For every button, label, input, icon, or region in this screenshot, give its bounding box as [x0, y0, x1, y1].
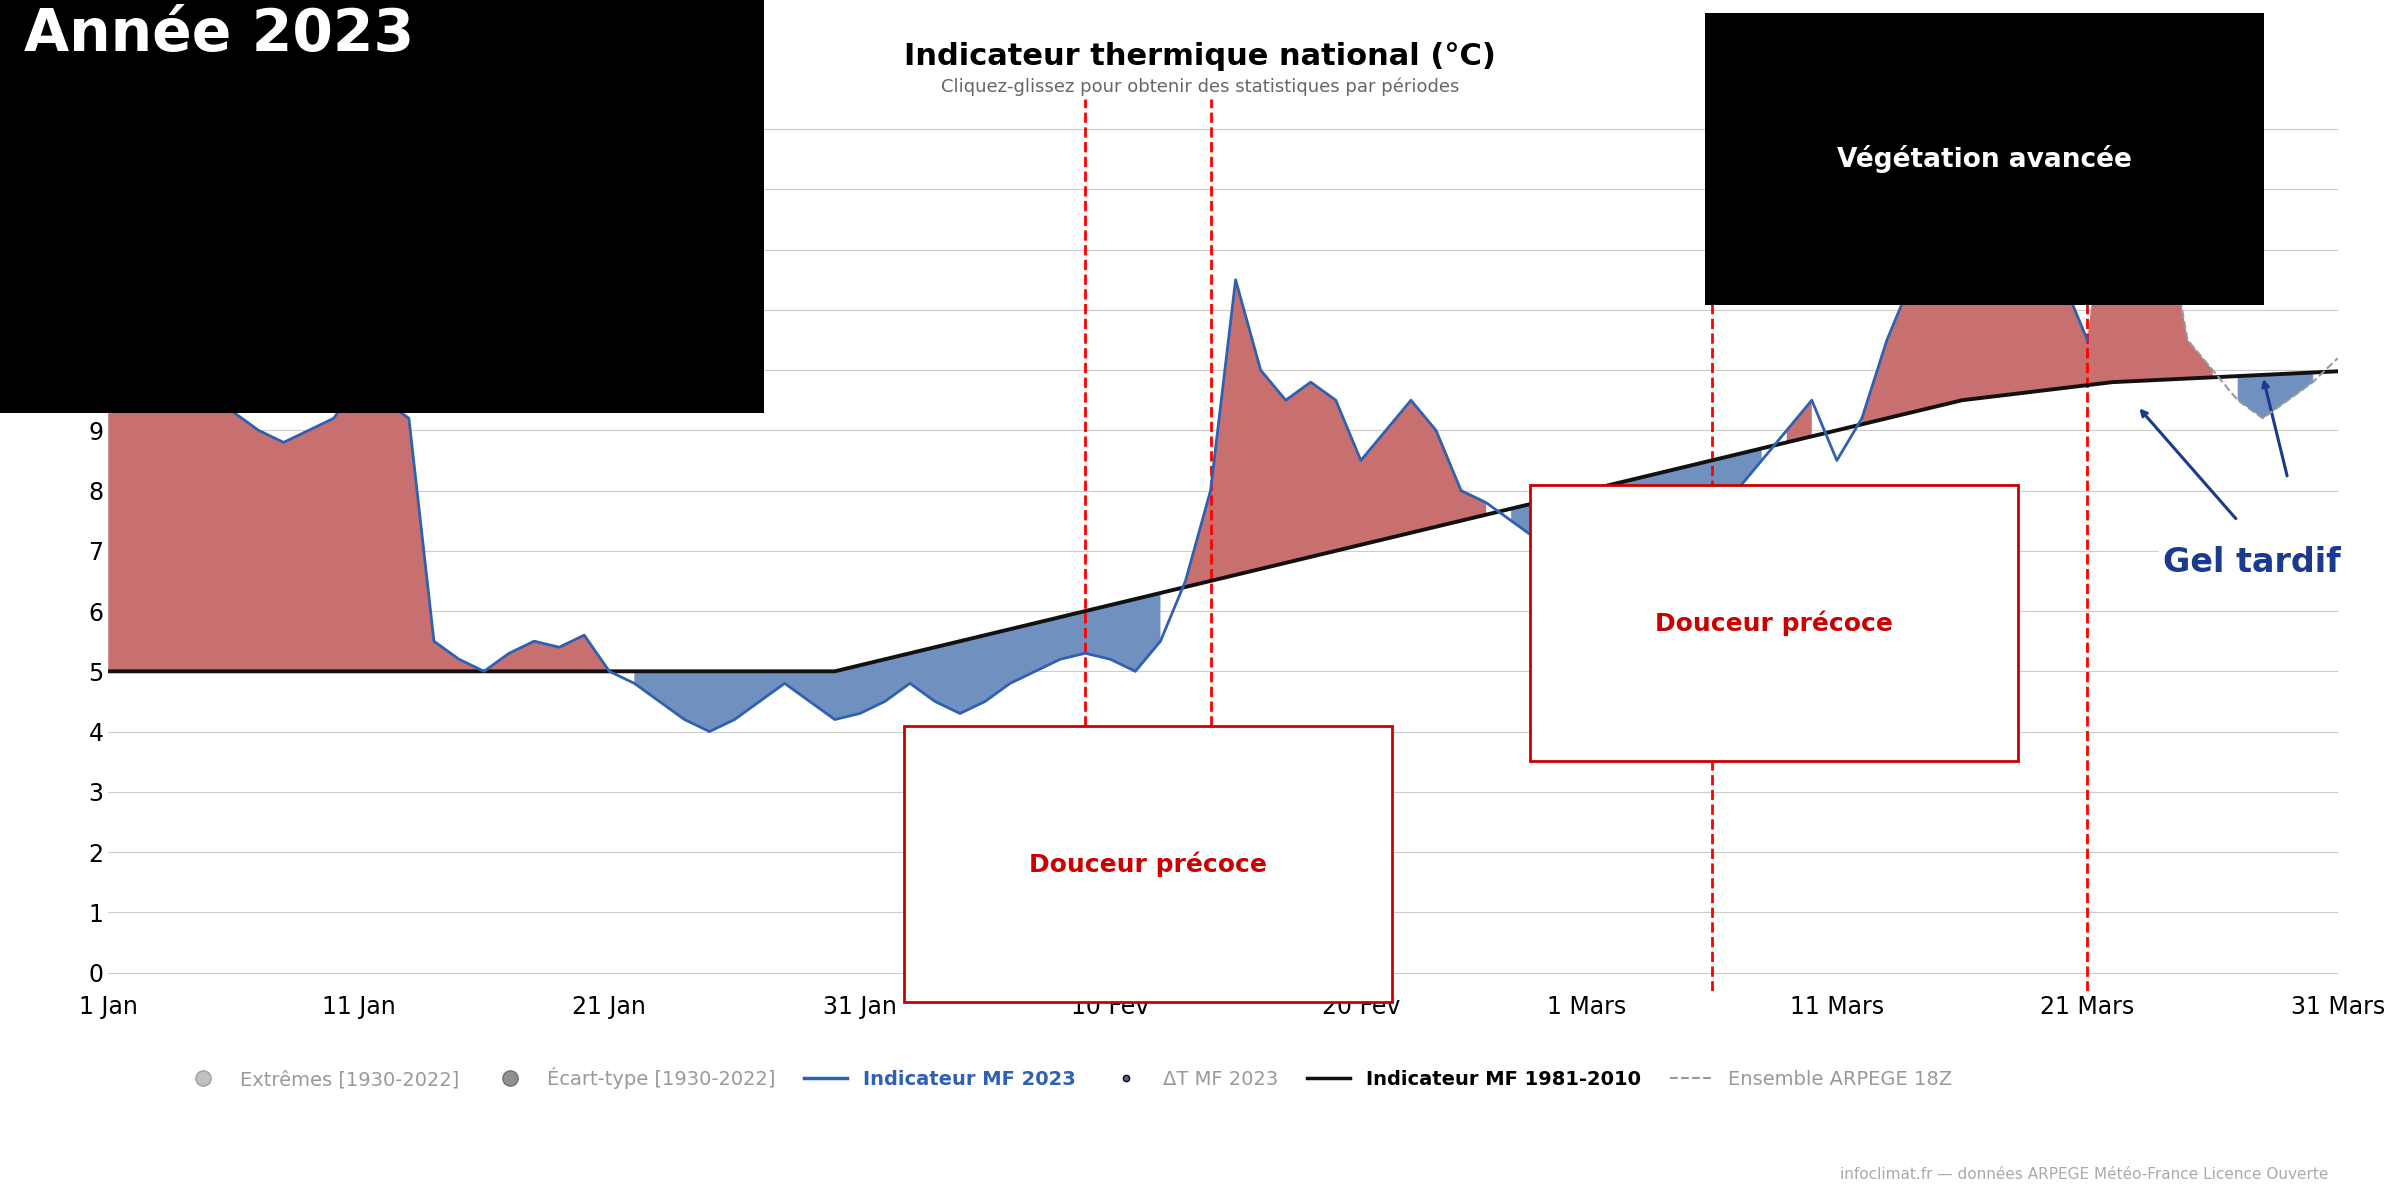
Text: infoclimat.fr — données ARPEGE Météo-France Licence Ouverte: infoclimat.fr — données ARPEGE Météo-Fra…	[1841, 1166, 2328, 1182]
Text: Végétation avancée: Végétation avancée	[1836, 145, 2131, 173]
Text: Douceur précoce: Douceur précoce	[1030, 851, 1267, 877]
Text: Gel tardif: Gel tardif	[2162, 546, 2340, 580]
Legend: Extrêmes [1930-2022], Écart-type [1930-2022], Indicateur MF 2023, ΔT MF 2023, In: Extrêmes [1930-2022], Écart-type [1930-2…	[173, 1060, 1961, 1097]
Text: Douceur précoce: Douceur précoce	[1656, 611, 1894, 636]
Text: Année 2023: Année 2023	[24, 6, 415, 62]
Text: Indicateur thermique national (°C): Indicateur thermique national (°C)	[905, 42, 1495, 71]
Text: Cliquez-glissez pour obtenir des statistiques par périodes: Cliquez-glissez pour obtenir des statist…	[941, 78, 1459, 96]
